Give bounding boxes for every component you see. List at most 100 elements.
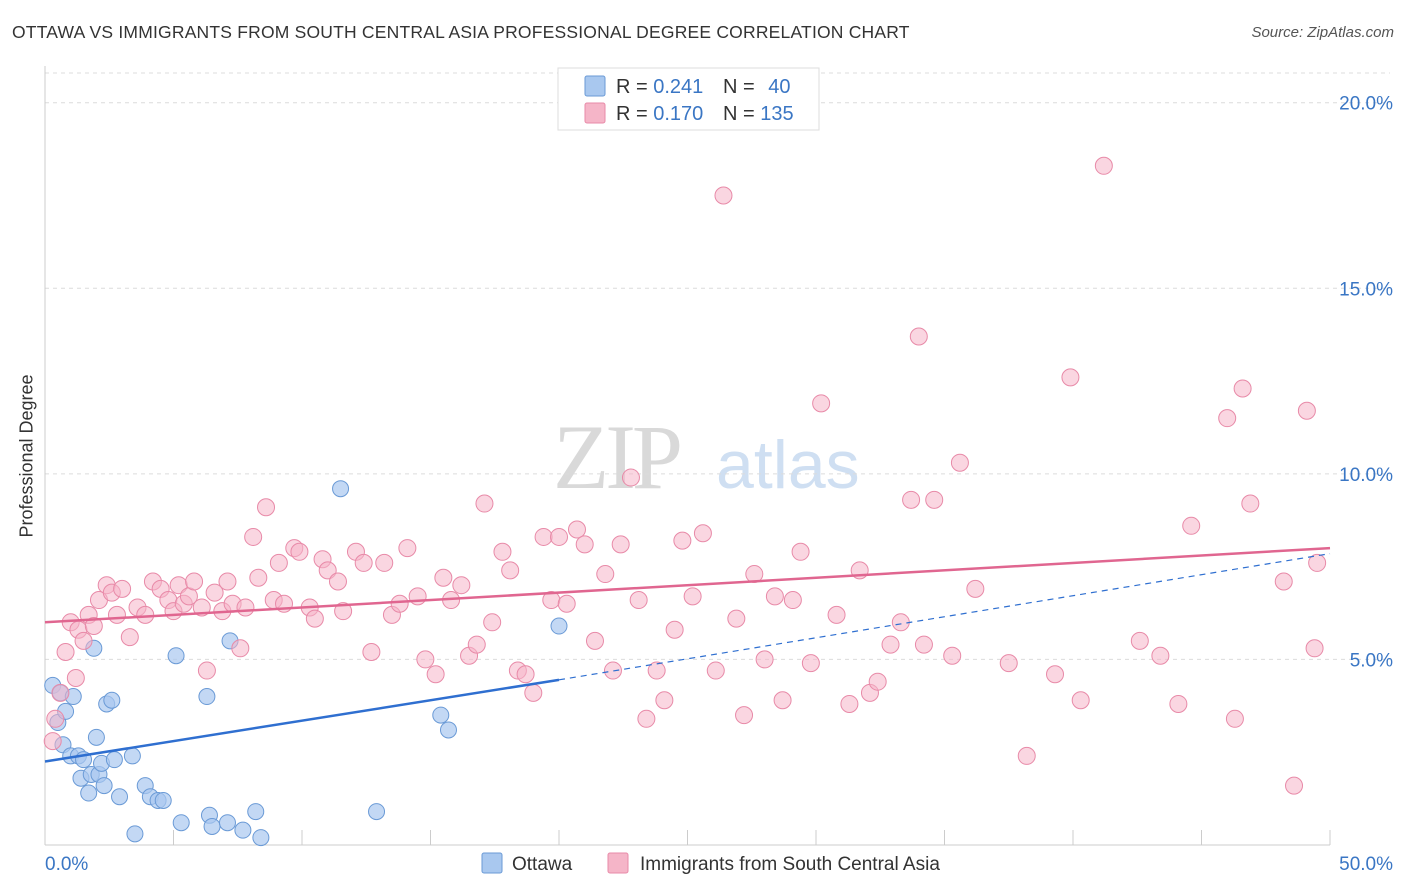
ottawa-point (234, 821, 252, 839)
immigrants-point (966, 579, 985, 598)
legend-n-value-2: 135 (760, 103, 793, 125)
immigrants-point (51, 683, 70, 702)
svg-text:N = 40: N = 40 (723, 76, 791, 98)
immigrants-point (791, 542, 810, 561)
immigrants-point (475, 494, 494, 513)
immigrants-point (136, 605, 155, 624)
ottawa-point (203, 817, 221, 835)
y-tick-label: 15.0% (1339, 279, 1393, 300)
immigrants-point (305, 609, 324, 628)
ottawa-point (368, 803, 386, 821)
immigrants-point (205, 583, 224, 602)
svg-text:N = 135: N = 135 (723, 103, 794, 125)
legend-n-label-1: N = (723, 76, 760, 98)
immigrants-point (362, 643, 381, 661)
immigrants-point (452, 576, 471, 595)
ottawa-point (123, 747, 141, 765)
immigrants-point (655, 691, 674, 710)
ottawa-point (198, 688, 216, 706)
bottom-legend-immigrants: Immigrants from South Central Asia (640, 854, 940, 875)
ottawa-point (154, 791, 172, 809)
immigrants-point (575, 535, 594, 554)
immigrants-point (185, 572, 204, 591)
immigrants-point (46, 709, 65, 728)
immigrants-point (1241, 494, 1260, 513)
legend-r-value-1: 0.241 (653, 76, 703, 98)
immigrants-point (375, 553, 394, 572)
ottawa-point (218, 814, 236, 832)
immigrants-point (244, 527, 263, 546)
immigrants-point (902, 490, 921, 509)
immigrants-point (868, 672, 887, 691)
immigrants-points (43, 156, 1327, 795)
immigrants-point (493, 542, 512, 561)
top-legend: R = 0.241 N = 40 R = 0.170 N = 135 (557, 67, 820, 131)
immigrants-point (1169, 694, 1188, 713)
y-tick-label: 5.0% (1350, 650, 1393, 671)
immigrants-point (637, 709, 656, 728)
ottawa-point (247, 803, 265, 821)
legend-r-label-2: R = (616, 103, 653, 125)
immigrants-point (693, 524, 712, 543)
immigrants-point (914, 635, 933, 654)
immigrants-point (999, 654, 1018, 673)
watermark-atlas: atlas (716, 427, 860, 503)
immigrants-point (812, 394, 831, 413)
immigrants-point (755, 650, 774, 669)
x-tick-label-right: 50.0% (1339, 854, 1393, 875)
immigrants-point (249, 568, 268, 587)
legend-swatch-immigrants (584, 102, 606, 124)
immigrants-point (1061, 368, 1080, 387)
ottawa-point (95, 777, 113, 795)
immigrants-point (501, 561, 520, 580)
immigrants-point (84, 617, 103, 636)
ottawa-trend-extension (558, 553, 1331, 681)
immigrants-point (611, 535, 630, 554)
immigrants-point (218, 572, 237, 591)
immigrants-point (1285, 776, 1304, 795)
ottawa-points (44, 480, 568, 847)
immigrants-point (56, 643, 75, 661)
immigrants-point (334, 602, 353, 621)
bottom-legend: Ottawa Immigrants from South Central Asi… (481, 852, 940, 875)
ottawa-point (332, 480, 350, 498)
source-label: Source: ZipAtlas.com (1251, 24, 1394, 41)
immigrants-point (783, 591, 802, 610)
immigrants-point (516, 665, 535, 684)
immigrants-point (1305, 639, 1324, 658)
immigrants-point (683, 587, 702, 606)
immigrants-point (1130, 631, 1149, 650)
ottawa-point (80, 784, 98, 802)
immigrants-point (467, 635, 486, 654)
immigrants-point (925, 490, 944, 509)
immigrants-point (673, 531, 692, 550)
immigrants-point (891, 613, 910, 632)
immigrants-point (107, 605, 126, 624)
ottawa-point (111, 788, 129, 806)
ottawa-point (167, 647, 185, 665)
ottawa-point (126, 825, 144, 843)
immigrants-point (1218, 409, 1237, 428)
immigrants-point (1182, 516, 1201, 535)
legend-n-value-1: 40 (768, 76, 790, 98)
svg-text:R = 0.170: R = 0.170 (616, 103, 703, 125)
immigrants-point (269, 553, 288, 572)
bottom-legend-ottawa: Ottawa (512, 854, 573, 875)
immigrants-point (354, 553, 373, 572)
immigrants-point (585, 631, 604, 650)
ottawa-point (432, 706, 450, 724)
ottawa-point (172, 814, 190, 832)
immigrants-point (1308, 553, 1327, 572)
gridlines (45, 72, 1390, 660)
bottom-swatch-ottawa (481, 852, 503, 874)
immigrants-point (43, 732, 62, 751)
immigrants-point (909, 327, 928, 346)
immigrants-point (192, 598, 211, 617)
legend-r-label-1: R = (616, 76, 653, 98)
ottawa-point (103, 691, 121, 709)
immigrants-point (290, 542, 309, 561)
immigrants-point (596, 565, 615, 584)
immigrants-point (390, 594, 409, 613)
immigrants-point (257, 498, 276, 517)
